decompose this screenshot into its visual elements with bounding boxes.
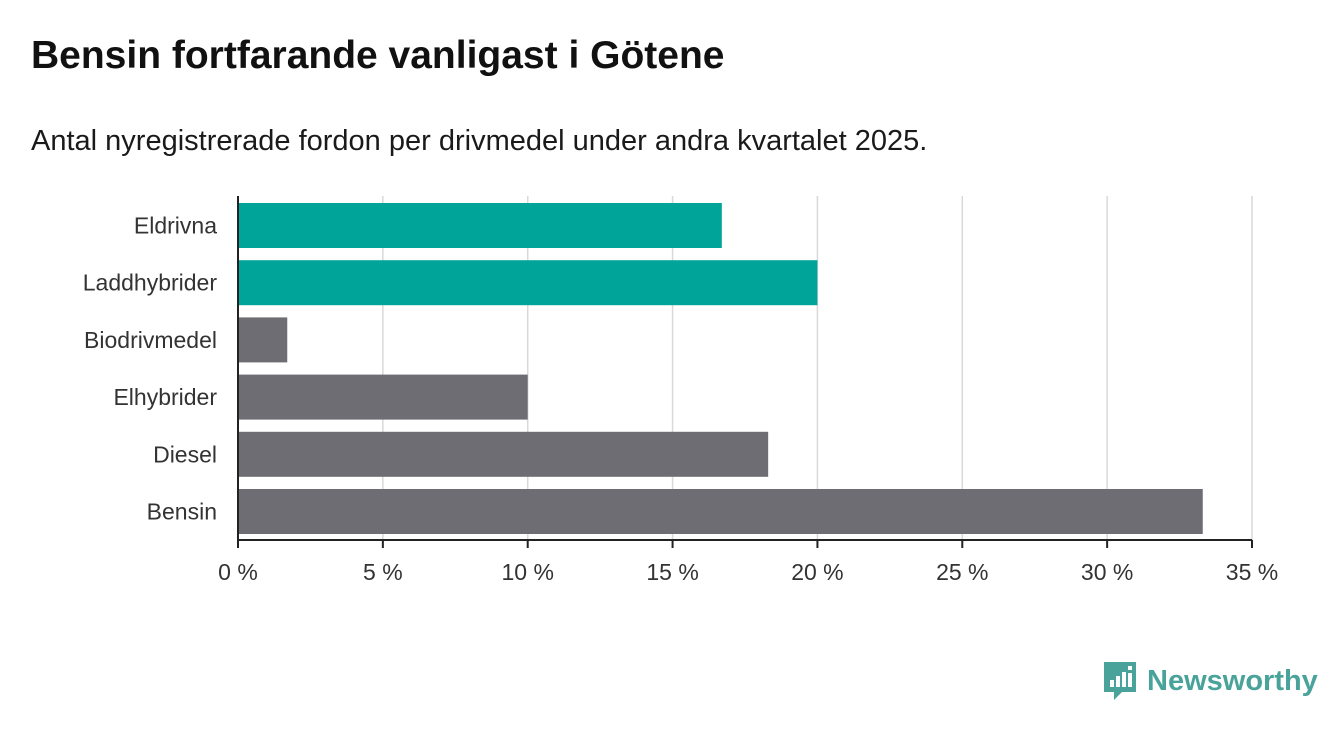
- x-tick-label: 30 %: [1081, 559, 1133, 585]
- category-label: Diesel: [153, 441, 217, 467]
- x-tick-label: 20 %: [791, 559, 843, 585]
- gridlines: [382, 196, 1253, 540]
- bars: [238, 203, 1203, 534]
- x-tick-label: 35 %: [1226, 559, 1278, 585]
- bar: [238, 260, 818, 306]
- category-label: Biodrivmedel: [84, 327, 217, 353]
- chart-subtitle: Antal nyregistrerade fordon per drivmede…: [31, 125, 928, 157]
- bar: [238, 374, 528, 420]
- bar: [238, 431, 769, 477]
- newsworthy-logo-icon: [1104, 662, 1136, 700]
- x-tick-label: 15 %: [646, 559, 698, 585]
- newsworthy-logo: Newsworthy: [1102, 660, 1318, 702]
- x-tick-label: 5 %: [363, 559, 403, 585]
- category-label: Laddhybrider: [83, 270, 218, 296]
- x-axis: 0 % 5 % 10 % 15 % 20 % 25 % 30 % 35 %: [218, 196, 1278, 585]
- bar-chart: 0 % 5 % 10 % 15 % 20 % 25 % 30 % 35 % Eldrivna L…: [83, 196, 1278, 585]
- x-tick-label: 0 %: [218, 559, 258, 585]
- category-label: Bensin: [147, 499, 217, 525]
- bar: [238, 203, 722, 248]
- category-labels: Eldrivna Laddhybrider Biodrivmedel Elhybrid…: [83, 213, 218, 525]
- x-tick-label: 10 %: [501, 559, 553, 585]
- bar: [238, 317, 288, 363]
- brand-name: Newsworthy: [1147, 664, 1318, 697]
- bar: [238, 489, 1203, 534]
- chart-title: Bensin fortfarande vanligast i Götene: [31, 34, 725, 77]
- category-label: Elhybrider: [113, 384, 217, 410]
- category-label: Eldrivna: [134, 213, 217, 239]
- x-tick-label: 25 %: [936, 559, 988, 585]
